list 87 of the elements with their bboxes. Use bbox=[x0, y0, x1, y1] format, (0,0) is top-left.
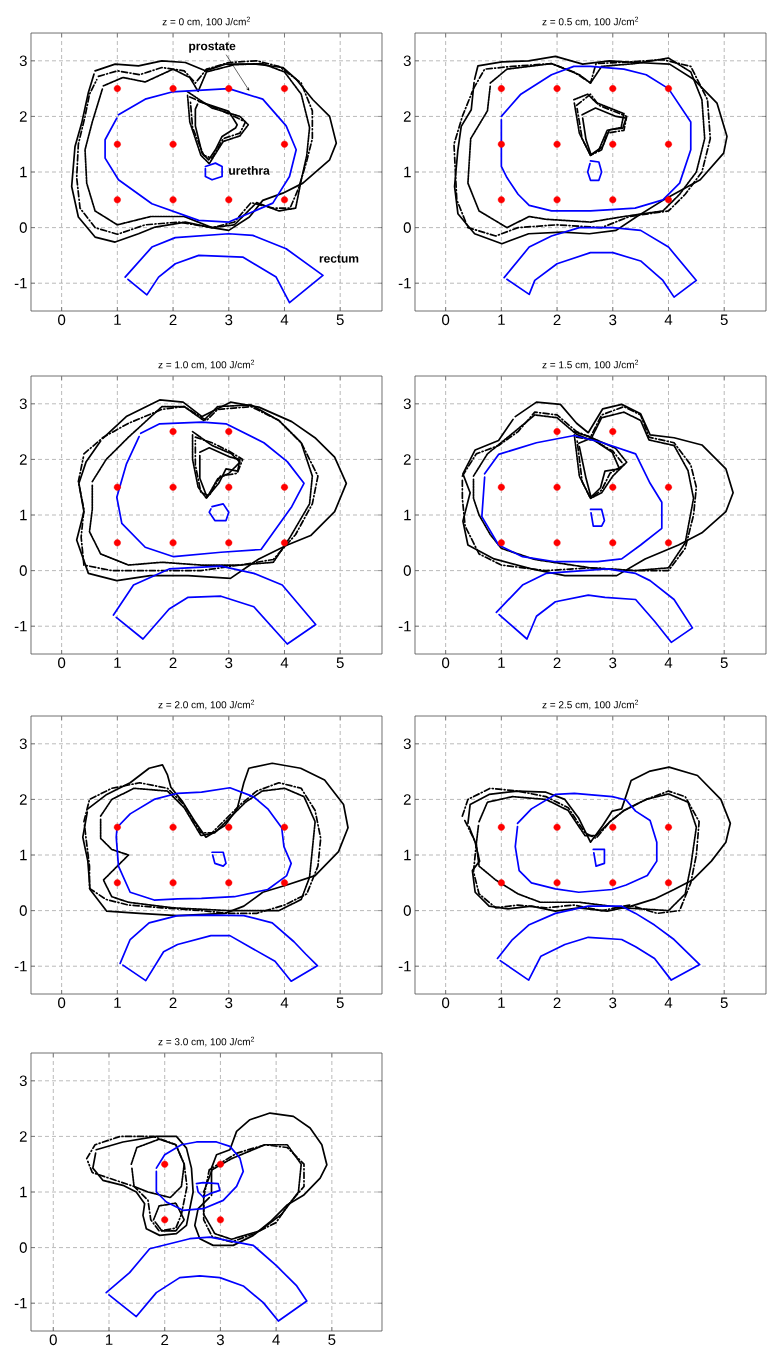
y-tick-label: 0 bbox=[403, 905, 411, 916]
x-tick-label: 2 bbox=[169, 657, 177, 669]
annotation: rectum bbox=[319, 254, 359, 263]
y-tick-label: 2 bbox=[403, 794, 411, 805]
y-tick-label: 2 bbox=[19, 454, 27, 465]
x-tick-label: 1 bbox=[498, 997, 505, 1008]
y-tick-label: 2 bbox=[403, 111, 411, 122]
x-tick-label: 2 bbox=[553, 314, 561, 326]
x-tick-label: 4 bbox=[280, 657, 289, 668]
annotation: urethra bbox=[229, 165, 270, 175]
x-tick-label: 1 bbox=[498, 657, 505, 668]
x-tick-label: 2 bbox=[553, 997, 561, 1009]
y-tick-label: -1 bbox=[398, 278, 411, 289]
y-tick-label: 2 bbox=[403, 454, 411, 465]
x-tick-label: 5 bbox=[720, 997, 728, 1008]
x-tick-label: 4 bbox=[272, 1334, 280, 1345]
y-tick-label: 3 bbox=[403, 398, 411, 410]
y-tick-label: 2 bbox=[19, 111, 27, 122]
chart-title: z = 2.5 cm, 100 J/cm$^{2}$ bbox=[542, 699, 639, 710]
x-tick-label: 0 bbox=[58, 657, 66, 669]
x-tick-label: 1 bbox=[105, 1334, 113, 1345]
x-tick-label: 1 bbox=[498, 314, 505, 325]
y-tick-label: 0 bbox=[19, 565, 27, 576]
x-tick-label: 0 bbox=[442, 314, 450, 326]
x-tick-label: 5 bbox=[336, 997, 344, 1008]
chart-title: z = 1.0 cm, 100 J/cm$^{2}$ bbox=[158, 359, 255, 370]
x-tick-label: 4 bbox=[664, 657, 673, 668]
y-tick-label: -1 bbox=[14, 621, 27, 632]
x-tick-label: 5 bbox=[336, 657, 344, 669]
x-tick-label: 5 bbox=[720, 314, 728, 326]
x-tick-label: 3 bbox=[609, 997, 617, 1009]
y-tick-label: 0 bbox=[403, 222, 411, 233]
chart-title: z = 1.5 cm, 100 J/cm$^{2}$ bbox=[542, 359, 639, 370]
x-tick-label: 5 bbox=[720, 657, 728, 669]
chart-title: z = 0 cm, 100 J/cm$^{2}$ bbox=[162, 16, 250, 27]
y-tick-label: 1 bbox=[404, 849, 411, 861]
y-tick-label: 0 bbox=[19, 1242, 27, 1253]
y-tick-label: 2 bbox=[19, 794, 27, 805]
y-tick-label: -1 bbox=[398, 961, 411, 972]
y-tick-label: 3 bbox=[19, 55, 27, 67]
x-tick-label: 3 bbox=[609, 314, 617, 326]
x-tick-label: 1 bbox=[114, 997, 121, 1008]
x-tick-label: 5 bbox=[328, 1334, 336, 1345]
x-tick-label: 1 bbox=[114, 314, 121, 325]
chart-title: z = 0.5 cm, 100 J/cm$^{2}$ bbox=[542, 16, 639, 27]
x-tick-label: 2 bbox=[161, 1334, 169, 1346]
x-tick-label: 0 bbox=[58, 997, 66, 1009]
y-tick-label: -1 bbox=[14, 961, 27, 972]
annotation: prostate bbox=[189, 42, 236, 53]
chart-title: z = 2.0 cm, 100 J/cm$^{2}$ bbox=[158, 699, 255, 710]
y-tick-label: 1 bbox=[20, 166, 27, 178]
chart-title: z = 3.0 cm, 100 J/cm$^{2}$ bbox=[158, 1036, 255, 1047]
x-tick-label: 4 bbox=[664, 314, 673, 325]
y-tick-label: 3 bbox=[19, 738, 27, 750]
y-tick-label: -1 bbox=[398, 621, 411, 632]
x-tick-label: 1 bbox=[114, 657, 121, 668]
y-tick-label: 1 bbox=[404, 509, 411, 521]
y-tick-label: 1 bbox=[20, 509, 27, 521]
x-tick-label: 3 bbox=[225, 997, 233, 1009]
x-tick-label: 3 bbox=[609, 657, 617, 669]
x-tick-label: 3 bbox=[225, 657, 233, 669]
x-tick-label: 4 bbox=[280, 314, 289, 325]
y-tick-label: 3 bbox=[403, 55, 411, 67]
x-tick-label: 5 bbox=[336, 314, 344, 326]
x-tick-label: 0 bbox=[58, 314, 66, 326]
x-tick-label: 2 bbox=[553, 657, 561, 669]
y-tick-label: -1 bbox=[14, 278, 27, 289]
y-tick-label: 1 bbox=[404, 166, 411, 178]
x-tick-label: 4 bbox=[280, 997, 289, 1008]
y-tick-label: 1 bbox=[20, 1186, 27, 1198]
y-tick-label: 2 bbox=[19, 1131, 27, 1142]
y-tick-label: 0 bbox=[403, 565, 411, 576]
y-tick-label: -1 bbox=[14, 1298, 27, 1309]
x-tick-label: 3 bbox=[225, 314, 233, 326]
x-tick-label: 4 bbox=[664, 997, 673, 1008]
y-tick-label: 3 bbox=[19, 1075, 27, 1087]
y-tick-label: 1 bbox=[20, 849, 27, 861]
y-tick-label: 3 bbox=[19, 398, 27, 410]
x-tick-label: 0 bbox=[442, 997, 450, 1009]
y-tick-label: 0 bbox=[19, 222, 27, 233]
x-tick-label: 0 bbox=[49, 1334, 57, 1346]
x-tick-label: 0 bbox=[442, 657, 450, 669]
y-tick-label: 3 bbox=[403, 738, 411, 750]
y-tick-label: 0 bbox=[19, 905, 27, 916]
x-tick-label: 2 bbox=[169, 314, 177, 326]
x-tick-label: 2 bbox=[169, 997, 177, 1009]
x-tick-label: 3 bbox=[216, 1334, 224, 1346]
